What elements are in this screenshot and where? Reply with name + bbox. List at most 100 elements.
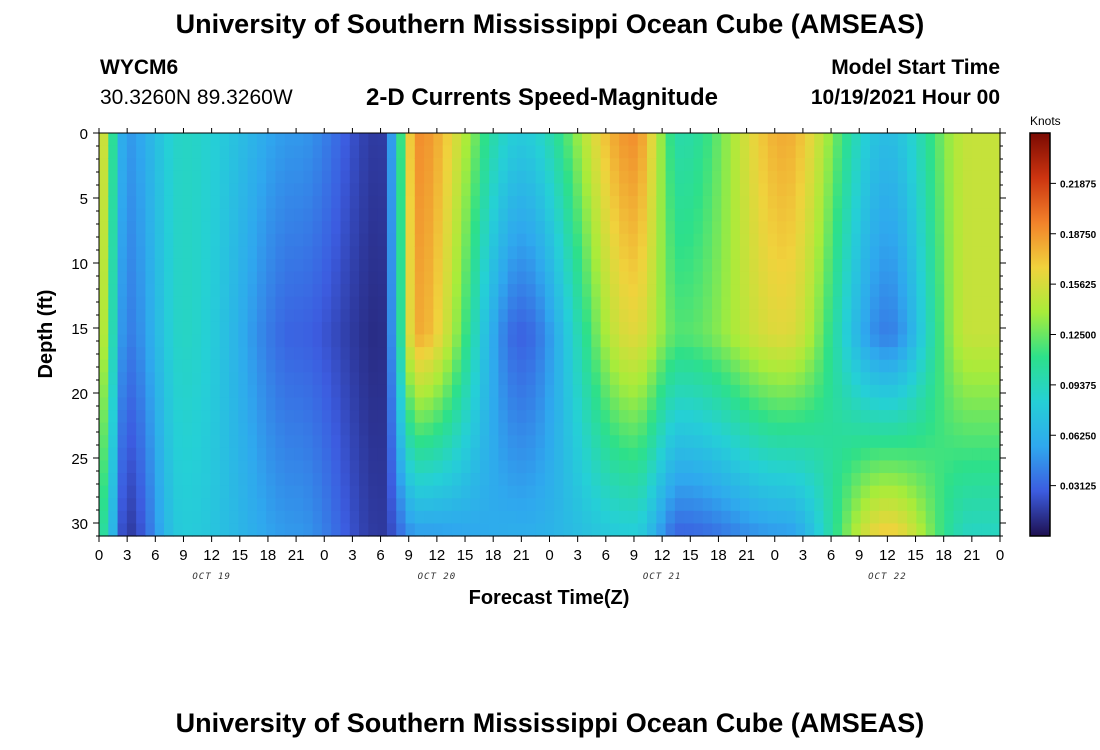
heatmap-cell	[888, 485, 899, 499]
heatmap-cell	[414, 233, 425, 247]
heatmap-cell	[628, 498, 639, 512]
heatmap-cell	[331, 397, 342, 411]
heatmap-cell	[749, 410, 760, 424]
heatmap-cell	[210, 133, 221, 147]
heatmap-cell	[507, 485, 518, 499]
heatmap-cell	[470, 447, 481, 462]
heatmap-cell	[758, 372, 769, 386]
heatmap-cell	[498, 498, 509, 512]
heatmap-cell	[934, 347, 945, 361]
heatmap-cell	[897, 347, 908, 361]
heatmap-cell	[219, 422, 230, 436]
heatmap-cell	[749, 321, 760, 336]
heatmap-cell	[767, 347, 778, 361]
heatmap-cell	[869, 170, 880, 184]
heatmap-cell	[702, 133, 713, 147]
heatmap-cell	[962, 183, 973, 197]
heatmap-cell	[164, 347, 174, 361]
heatmap-cell	[359, 447, 369, 462]
heatmap-cell	[442, 145, 453, 159]
heatmap-cell	[479, 271, 490, 285]
heatmap-cell	[461, 296, 472, 310]
heatmap-cell	[925, 233, 936, 247]
heatmap-cell	[359, 523, 369, 537]
heatmap-cell	[674, 170, 685, 184]
heatmap-cell	[312, 347, 323, 361]
heatmap-cell	[507, 133, 518, 147]
heatmap-cell	[433, 410, 444, 424]
heatmap-cell	[368, 447, 379, 462]
heatmap-cell	[489, 246, 500, 260]
heatmap-cell	[637, 233, 648, 247]
heatmap-cell	[340, 334, 351, 348]
heatmap-cell	[572, 271, 583, 285]
heatmap-cell	[972, 170, 983, 184]
heatmap-cell	[396, 359, 407, 373]
heatmap-cell	[758, 384, 769, 399]
heatmap-cell	[674, 435, 685, 449]
heatmap-cell	[572, 372, 583, 386]
heatmap-cell	[842, 284, 852, 298]
heatmap-cell	[377, 422, 388, 436]
heatmap-cell	[572, 296, 583, 310]
heatmap-cell	[907, 145, 917, 159]
heatmap-cell	[619, 221, 630, 235]
heatmap-cell	[303, 309, 314, 323]
heatmap-cell	[600, 384, 611, 399]
heatmap-cell	[173, 384, 184, 399]
heatmap-cell	[535, 334, 546, 348]
heatmap-cell	[879, 510, 890, 524]
heatmap-cell	[860, 359, 871, 373]
heatmap-cell	[424, 447, 434, 462]
heatmap-cell	[108, 158, 119, 172]
heatmap-cell	[860, 221, 871, 235]
heatmap-cell	[730, 410, 741, 424]
heatmap-cell	[368, 473, 379, 487]
heatmap-cell	[99, 170, 109, 184]
heatmap-cell	[275, 133, 286, 147]
heatmap-cell	[842, 397, 852, 411]
x-tick-label: 21	[513, 547, 530, 564]
heatmap-cell	[516, 246, 527, 260]
heatmap-cell	[916, 258, 927, 273]
heatmap-cell	[117, 510, 128, 524]
heatmap-cell	[554, 397, 565, 411]
heatmap-cell	[842, 460, 852, 474]
heatmap-cell	[804, 473, 815, 487]
heatmap-cell	[136, 195, 147, 210]
heatmap-cell	[823, 473, 834, 487]
heatmap-cell	[749, 183, 760, 197]
heatmap-cell	[154, 447, 165, 462]
heatmap-cell	[647, 246, 657, 260]
heatmap-cell	[321, 309, 332, 323]
heatmap-cell	[786, 271, 797, 285]
heatmap-cell	[823, 158, 834, 172]
heatmap-cell	[962, 309, 973, 323]
heatmap-cell	[619, 145, 630, 159]
heatmap-cell	[229, 221, 239, 235]
heatmap-cell	[331, 410, 342, 424]
heatmap-cell	[126, 510, 137, 524]
heatmap-cell	[414, 309, 425, 323]
heatmap-cell	[591, 321, 602, 336]
heatmap-cell	[284, 258, 295, 273]
heatmap-cell	[544, 347, 555, 361]
heatmap-cell	[990, 233, 1001, 247]
heatmap-cell	[851, 397, 862, 411]
heatmap-cell	[739, 145, 750, 159]
heatmap-cell	[656, 372, 667, 386]
heatmap-cell	[814, 296, 825, 310]
heatmap-cell	[535, 485, 546, 499]
heatmap-cell	[312, 485, 323, 499]
heatmap-cell	[897, 397, 908, 411]
heatmap-cell	[730, 334, 741, 348]
currents-heatmap-chart: 0 3 6 9 12 15 18 21 0 3 6 9 12 15 18 21 0 3 6 9 12 15 18 21 0 3 6 9…	[35, 114, 1097, 609]
heatmap-cell	[164, 158, 174, 172]
heatmap-cell	[145, 258, 156, 273]
heatmap-cell	[628, 221, 639, 235]
heatmap-cell	[842, 221, 852, 235]
heatmap-cell	[712, 485, 722, 499]
heatmap-cell	[526, 183, 537, 197]
heatmap-cell	[386, 208, 397, 222]
heatmap-cell	[173, 258, 184, 273]
